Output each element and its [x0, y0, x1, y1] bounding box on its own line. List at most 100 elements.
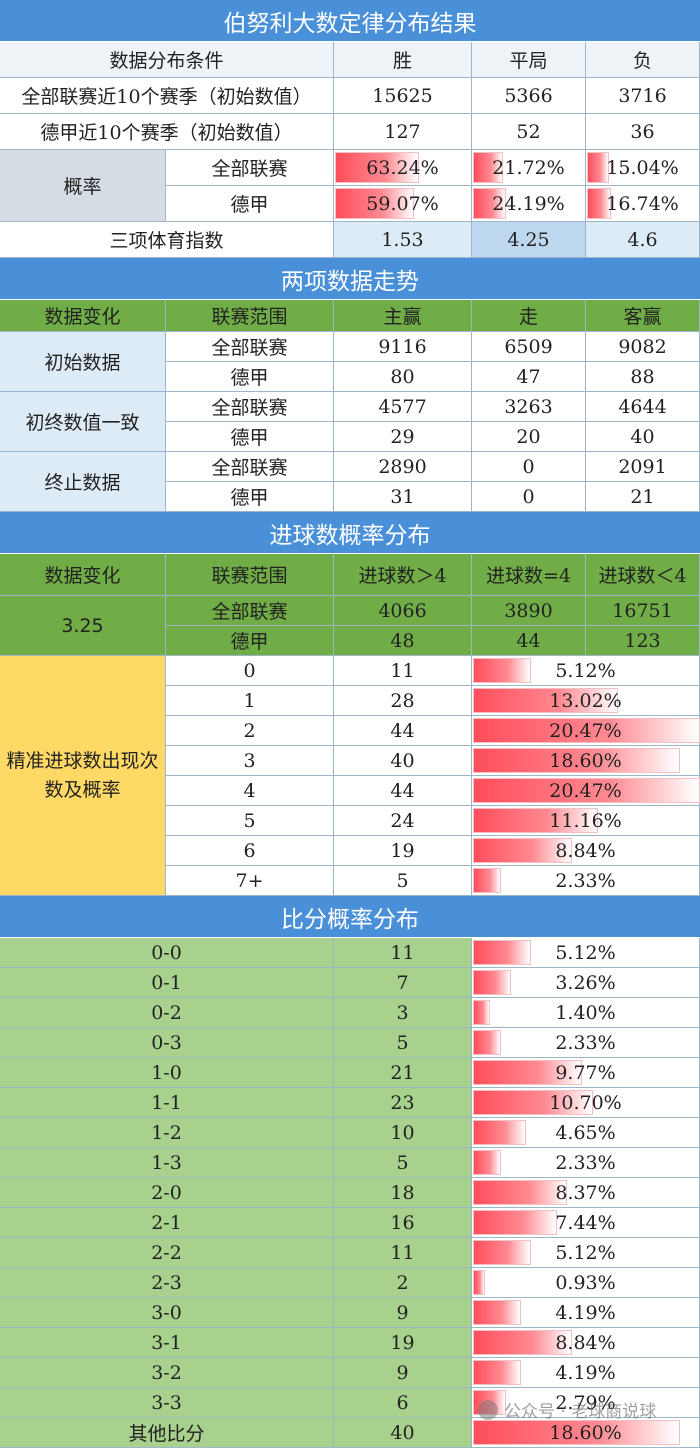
score-label: 1-1	[0, 1088, 334, 1118]
percent-label: 5.12%	[555, 941, 616, 964]
score-count: 5	[334, 1148, 472, 1178]
bar-fill	[473, 1000, 490, 1025]
score-count: 5	[334, 1028, 472, 1058]
value-cell: 4577	[334, 392, 472, 422]
score-count: 3	[334, 998, 472, 1028]
occurrence-count: 28	[334, 686, 472, 716]
value-cell: 9082	[586, 332, 700, 362]
scope-cell: 德甲	[166, 482, 334, 512]
percent-label: 59.07%	[366, 192, 439, 215]
score-count: 11	[334, 1238, 472, 1268]
percent-label: 10.70%	[549, 1091, 622, 1114]
percent-label: 4.19%	[555, 1301, 616, 1324]
header-cell: 胜	[334, 42, 472, 78]
header-cell: 进球数＜4	[586, 554, 700, 596]
value-cell: 127	[334, 114, 472, 150]
score-count: 9	[334, 1298, 472, 1328]
score-count: 21	[334, 1058, 472, 1088]
value-cell: 52	[472, 114, 586, 150]
score-prob-bar: 9.77%	[472, 1058, 700, 1088]
dist-label: 精准进球数出现次数及概率	[0, 656, 166, 896]
bar-fill	[473, 688, 618, 713]
occurrence-count: 44	[334, 716, 472, 746]
prob-bar-cell: 63.24%	[334, 150, 472, 186]
score-count: 2	[334, 1268, 472, 1298]
occurrence-count: 19	[334, 836, 472, 866]
goal-prob-bar: 18.60%	[472, 746, 700, 776]
section-title-bernoulli: 伯努利大数定律分布结果	[0, 0, 700, 42]
goal-prob-bar: 8.84%	[472, 836, 700, 866]
scope-cell: 全部联赛	[166, 596, 334, 626]
bar-fill	[473, 658, 531, 683]
value-cell: 6509	[472, 332, 586, 362]
score-count: 11	[334, 938, 472, 968]
percent-label: 8.84%	[555, 1331, 616, 1354]
score-count: 23	[334, 1088, 472, 1118]
score-label: 0-1	[0, 968, 334, 998]
goal-count: 2	[166, 716, 334, 746]
percent-label: 2.79%	[555, 1391, 616, 1414]
goal-prob-bar: 11.16%	[472, 806, 700, 836]
section-title-goals: 进球数概率分布	[0, 512, 700, 554]
header-cell: 联赛范围	[166, 300, 334, 332]
score-label: 3-1	[0, 1328, 334, 1358]
score-label: 2-0	[0, 1178, 334, 1208]
header-cell: 走	[472, 300, 586, 332]
prob-label: 概率	[0, 150, 166, 222]
score-count: 19	[334, 1328, 472, 1358]
bar-fill	[473, 778, 700, 803]
score-label: 其他比分	[0, 1418, 334, 1448]
score-prob-bar: 8.37%	[472, 1178, 700, 1208]
index-value: 4.6	[586, 222, 700, 258]
percent-label: 15.04%	[606, 156, 679, 179]
score-prob-bar: 5.12%	[472, 1238, 700, 1268]
watermark: 公众号 · 老球商说球	[478, 1397, 656, 1422]
value-cell: 48	[334, 626, 472, 656]
score-prob-bar: 4.65%	[472, 1118, 700, 1148]
bar-fill	[473, 1240, 531, 1265]
value-cell: 47	[472, 362, 586, 392]
score-count: 6	[334, 1388, 472, 1418]
value-cell: 2091	[586, 452, 700, 482]
score-prob-bar: 8.84%	[472, 1328, 700, 1358]
percent-label: 24.19%	[492, 192, 565, 215]
wechat-logo-icon	[478, 1399, 498, 1420]
score-count: 10	[334, 1118, 472, 1148]
value-cell: 4066	[334, 596, 472, 626]
bar-fill	[587, 152, 609, 183]
percent-label: 1.40%	[555, 1001, 616, 1024]
index-label: 三项体育指数	[0, 222, 334, 258]
goal-count: 0	[166, 656, 334, 686]
percent-label: 18.60%	[549, 1421, 622, 1444]
scope-cell: 全部联赛	[166, 150, 334, 186]
value-cell: 44	[472, 626, 586, 656]
score-label: 1-3	[0, 1148, 334, 1178]
value-cell: 3716	[586, 78, 700, 114]
goal-count: 6	[166, 836, 334, 866]
percent-label: 2.33%	[555, 869, 616, 892]
score-count: 16	[334, 1208, 472, 1238]
goal-count: 3	[166, 746, 334, 776]
index-value: 1.53	[334, 222, 472, 258]
value-cell: 29	[334, 422, 472, 452]
score-label: 0-3	[0, 1028, 334, 1058]
percent-label: 2.33%	[555, 1151, 616, 1174]
score-label: 3-3	[0, 1388, 334, 1418]
value-cell: 0	[472, 482, 586, 512]
section-title-score: 比分概率分布	[0, 896, 700, 938]
header-cell: 数据分布条件	[0, 42, 334, 78]
bar-fill	[473, 940, 531, 965]
percent-label: 3.26%	[555, 971, 616, 994]
bar-fill	[473, 1270, 485, 1295]
score-label: 1-0	[0, 1058, 334, 1088]
score-prob-bar: 3.26%	[472, 968, 700, 998]
percent-label: 20.47%	[549, 719, 622, 742]
goal-prob-bar: 20.47%	[472, 716, 700, 746]
goal-prob-bar: 20.47%	[472, 776, 700, 806]
header-cell: 主赢	[334, 300, 472, 332]
value-cell: 5366	[472, 78, 586, 114]
percent-label: 20.47%	[549, 779, 622, 802]
goal-count: 5	[166, 806, 334, 836]
scope-cell: 全部联赛	[166, 332, 334, 362]
goal-count: 7+	[166, 866, 334, 896]
